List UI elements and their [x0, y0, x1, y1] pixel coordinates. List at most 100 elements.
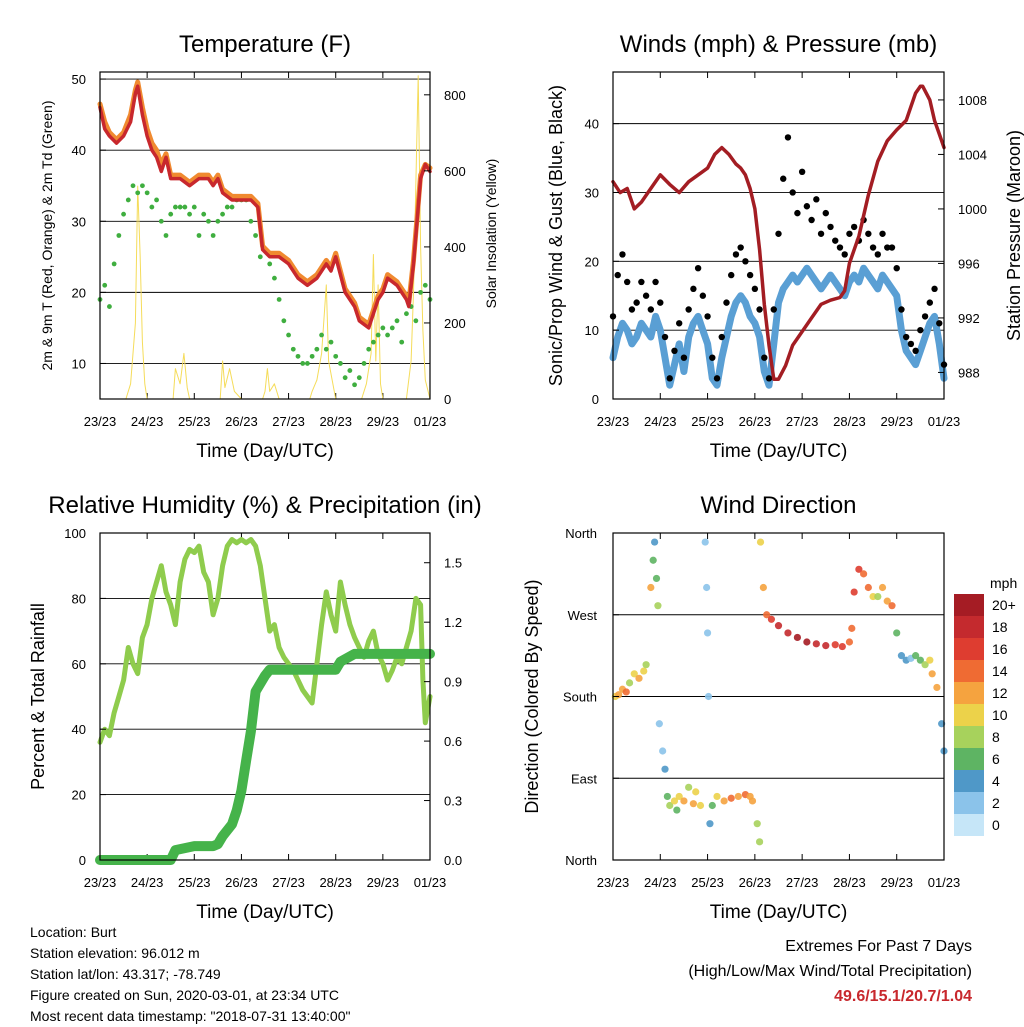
gust-point	[917, 326, 924, 334]
dewpoint-point	[196, 233, 202, 238]
x-tick-label: 25/23	[691, 414, 724, 429]
dewpoint-point	[319, 332, 324, 338]
dewpoint-point	[140, 183, 145, 189]
x-tick-label: 23/23	[597, 875, 630, 890]
direction-point	[928, 670, 936, 678]
x-tick-label: 01/23	[928, 414, 961, 429]
gust-point	[936, 320, 943, 327]
dewpoint-point	[191, 204, 197, 210]
direction-point	[897, 652, 906, 660]
extremes-box: Extremes For Past 7 Days (High/Low/Max W…	[688, 934, 972, 1009]
plot-frame	[99, 532, 431, 861]
direction-point	[933, 683, 941, 692]
direction-point	[630, 670, 638, 678]
direction-point	[803, 638, 811, 646]
colorbar-title: mph	[990, 575, 1017, 591]
dewpoint-point	[111, 261, 117, 267]
colorbar-swatch	[954, 814, 984, 836]
location: Location: Burt	[30, 924, 117, 940]
dewpoint-point	[323, 346, 329, 352]
direction-point	[727, 794, 735, 802]
gust-point	[765, 375, 773, 382]
gust-point	[912, 347, 919, 355]
gust-point	[803, 203, 811, 210]
panel-3: Relative Humidity (%) & Precipitation (i…	[28, 492, 482, 923]
y-axis-label: Percent & Total Rainfall	[28, 603, 48, 790]
colorbar-label: 8	[992, 729, 1000, 745]
y-tick-label: East	[571, 771, 597, 786]
y-tick-label: 80	[72, 591, 86, 606]
direction-point	[701, 538, 709, 546]
gust-point	[926, 299, 934, 306]
gust-point	[652, 278, 659, 286]
direction-point	[831, 641, 839, 649]
chart-title: Temperature (F)	[179, 31, 351, 58]
dewpoint-point	[158, 218, 164, 224]
direction-point	[649, 556, 657, 564]
dewpoint-point	[177, 204, 183, 210]
direction-point	[748, 797, 757, 805]
direction-point	[921, 661, 929, 669]
gust-point	[690, 285, 697, 293]
x-axis-label: Time (Day/UTC)	[196, 441, 334, 462]
direction-point	[767, 615, 776, 623]
x-tick-label: 24/23	[644, 414, 677, 429]
chart-title: Relative Humidity (%) & Precipitation (i…	[48, 492, 481, 519]
y2-tick-label: 1008	[958, 93, 987, 108]
x-tick-label: 28/23	[833, 414, 866, 429]
colorbar-label: 16	[992, 641, 1008, 657]
dewpoint-point	[389, 325, 395, 331]
gust-point	[874, 251, 881, 258]
colorbar-label: 4	[992, 773, 1000, 789]
y-tick-label: 0	[592, 392, 599, 407]
y-tick-label: 30	[72, 214, 86, 229]
dewpoint-point	[253, 233, 258, 238]
dewpoint-point	[366, 346, 372, 352]
direction-point	[855, 565, 863, 573]
x-tick-label: 23/23	[597, 414, 630, 429]
x-tick-label: 23/23	[84, 414, 117, 429]
colorbar-swatch	[954, 660, 984, 682]
direction-point	[673, 806, 681, 814]
x-tick-label: 29/23	[880, 875, 913, 890]
direction-point	[675, 792, 683, 801]
dewpoint-point	[267, 261, 273, 267]
direction-point	[713, 792, 721, 801]
dewpoint-point	[116, 233, 122, 238]
direction-point	[651, 538, 659, 546]
direction-point	[850, 588, 858, 596]
x-tick-label: 24/23	[131, 875, 164, 890]
gust-point	[794, 209, 801, 217]
x-tick-label: 01/23	[928, 875, 961, 890]
panel-4: Wind Direction Time (Day/UTC) 23/23 24/23 25…	[522, 492, 1017, 923]
dewpoint-point	[224, 204, 230, 210]
x-tick-label: 28/23	[833, 875, 866, 890]
dewpoint-point	[248, 218, 254, 224]
elevation: Station elevation: 96.012 m	[30, 945, 200, 961]
gust-point	[869, 244, 877, 251]
gust-point	[865, 230, 872, 237]
y-axis-label: Direction (Colored By Speed)	[522, 579, 542, 813]
direction-point	[793, 633, 802, 642]
gust-point	[694, 265, 702, 272]
colorbar-swatch	[954, 748, 984, 770]
direction-point	[874, 592, 882, 601]
direction-point	[763, 611, 771, 619]
y-tick-label: North	[565, 853, 597, 868]
x-tick-label: 25/23	[178, 414, 211, 429]
colorbar-swatch	[954, 682, 984, 704]
y2-tick-label: 0.0	[444, 853, 462, 868]
y-tick-label: 60	[72, 657, 86, 672]
y2-axis-label: Station Pressure (Maroon)	[1004, 130, 1024, 341]
x-tick-label: 27/23	[272, 875, 305, 890]
direction-point	[625, 679, 634, 687]
dewpoint-point	[413, 318, 419, 324]
chart-title: Wind Direction	[700, 492, 856, 519]
panel-2: Winds (mph) & Pressure (mb) Time (Day/UTC…	[546, 31, 1024, 462]
gust-point	[723, 299, 730, 306]
gust-point	[841, 251, 848, 258]
gust-point	[761, 354, 768, 361]
created: Figure created on Sun, 2020-03-01, at 23…	[30, 987, 339, 1003]
dewpoint-point	[210, 233, 216, 238]
x-tick-label: 01/23	[414, 875, 447, 890]
